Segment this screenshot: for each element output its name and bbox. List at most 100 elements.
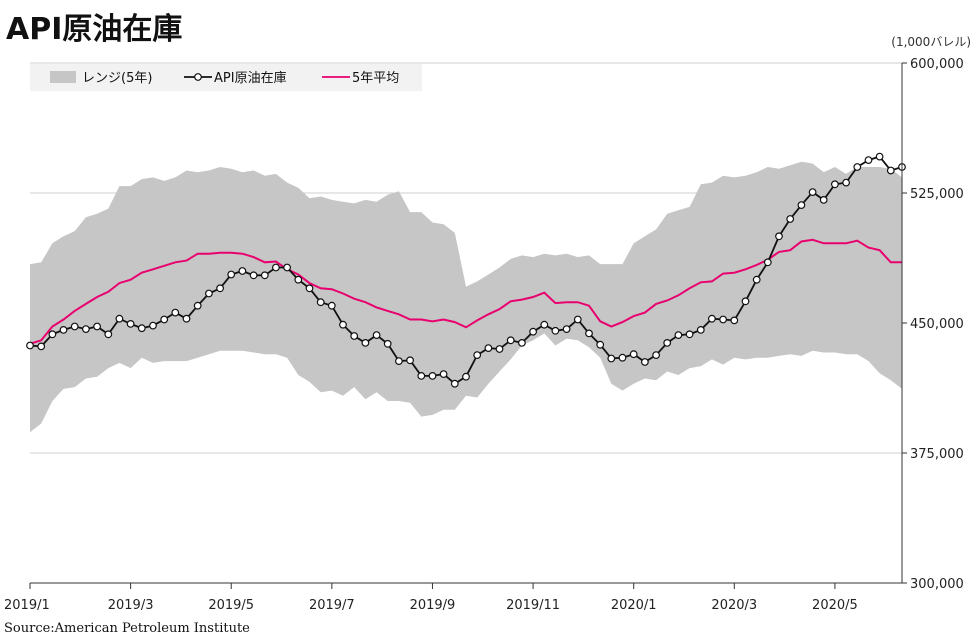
legend-range-swatch xyxy=(50,71,76,83)
api-inventory-point xyxy=(417,372,426,380)
api-inventory-point xyxy=(763,258,772,267)
legend-avg-label: 5年平均 xyxy=(352,71,399,86)
api-inventory-point xyxy=(506,336,515,345)
api-inventory-point xyxy=(708,314,716,323)
api-inventory-point xyxy=(260,271,269,280)
api-inventory-point xyxy=(529,327,537,336)
api-inventory-point xyxy=(641,358,649,366)
legend-range-label: レンジ(5年) xyxy=(82,71,152,86)
api-inventory-point xyxy=(439,370,448,379)
legend-background xyxy=(30,64,422,91)
api-inventory-point xyxy=(629,350,638,359)
x-tick-label: 2020/5 xyxy=(812,598,858,613)
api-inventory-point xyxy=(149,321,157,330)
api-inventory-point xyxy=(562,325,571,334)
api-inventory-point xyxy=(495,345,504,353)
api-inventory-point xyxy=(808,188,817,197)
api-inventory-point xyxy=(406,356,415,365)
api-inventory-point xyxy=(249,271,258,280)
api-inventory-point xyxy=(831,180,839,189)
x-tick-label: 2019/9 xyxy=(410,598,456,613)
api-inventory-point xyxy=(752,275,761,284)
chart-title: API原油在庫 xyxy=(6,12,183,47)
api-inventory-point xyxy=(450,379,459,388)
api-inventory-point xyxy=(819,195,828,204)
y-tick-label: 525,000 xyxy=(910,187,964,202)
y-tick-label: 375,000 xyxy=(910,447,964,462)
api-inventory-point xyxy=(126,320,135,328)
x-tick-label: 2019/7 xyxy=(309,598,355,613)
api-inventory-point xyxy=(875,152,884,161)
api-inventory-point xyxy=(484,344,493,353)
api-inventory-point xyxy=(305,284,314,293)
api-inventory-point xyxy=(350,332,359,340)
api-inventory-point xyxy=(786,215,795,223)
x-tick-label: 2019/3 xyxy=(108,598,154,613)
api-inventory-point xyxy=(160,315,169,324)
api-inventory-point xyxy=(462,372,470,381)
api-inventory-point xyxy=(227,270,236,279)
api-inventory-point xyxy=(719,315,727,324)
y-tick-label: 450,000 xyxy=(910,317,964,332)
api-inventory-point xyxy=(663,339,672,347)
api-inventory-point xyxy=(741,297,750,306)
api-inventory-layer xyxy=(26,152,906,388)
api-inventory-point xyxy=(551,326,560,335)
api-inventory-point xyxy=(518,339,526,347)
range-band-layer xyxy=(30,161,902,433)
x-tick-label: 2019/1 xyxy=(4,598,50,613)
api-inventory-point xyxy=(685,330,694,339)
api-inventory-point xyxy=(585,329,593,338)
x-tick-label: 2020/3 xyxy=(711,598,757,613)
api-inventory-point xyxy=(238,267,247,275)
api-inventory-point xyxy=(216,284,225,293)
api-inventory-point xyxy=(652,351,660,360)
api-inventory-point xyxy=(182,314,191,323)
api-inventory-point xyxy=(473,351,482,360)
api-inventory-point xyxy=(383,339,392,348)
axes: 300,000 375,000 450,000 525,000 600,000 2019/… xyxy=(4,57,964,613)
api-inventory-point xyxy=(339,320,347,329)
api-inventory-point xyxy=(316,298,325,307)
api-inventory-point xyxy=(115,314,124,323)
legend-actual-marker xyxy=(194,73,202,81)
api-inventory-point xyxy=(842,178,850,187)
api-inventory-point xyxy=(26,341,34,350)
api-inventory-point xyxy=(540,320,549,329)
unit-label: (1,000バレル) xyxy=(891,35,971,49)
x-tick-label: 2019/11 xyxy=(506,598,560,613)
api-inventory-point xyxy=(618,353,627,362)
api-inventory-point xyxy=(797,201,806,210)
api-inventory-point xyxy=(730,316,739,325)
five-year-average-line xyxy=(29,238,902,345)
api-inventory-point xyxy=(171,308,180,317)
api-inventory-point xyxy=(372,331,381,340)
api-inventory-point xyxy=(93,322,101,331)
y-tick-label: 300,000 xyxy=(910,577,964,592)
api-inventory-point xyxy=(204,289,213,298)
api-inventory-point xyxy=(853,163,862,171)
api-inventory-point xyxy=(696,326,705,334)
api-inventory-point xyxy=(283,263,292,272)
api-inventory-point xyxy=(775,232,783,241)
api-inventory-point xyxy=(596,340,605,349)
api-inventory-point xyxy=(294,275,303,284)
api-inventory-point xyxy=(48,330,57,339)
api-inventory-point xyxy=(428,372,437,380)
x-tick-label: 2020/1 xyxy=(611,598,657,613)
api-inventory-point xyxy=(573,315,582,324)
source-note: Source:American Petroleum Institute xyxy=(4,621,250,636)
api-inventory-point xyxy=(864,156,873,165)
five-year-average-layer xyxy=(29,238,902,345)
api-inventory-point xyxy=(37,342,46,351)
legend: レンジ(5年) API原油在庫 5年平均 xyxy=(30,64,422,91)
api-inventory-point xyxy=(81,325,90,334)
range-band xyxy=(30,161,902,433)
api-inventory-point xyxy=(70,322,79,331)
api-inventory-point xyxy=(327,301,336,310)
api-inventory-point xyxy=(272,263,280,272)
api-inventory-point xyxy=(59,326,68,334)
x-tick-label: 2019/5 xyxy=(208,598,254,613)
api-inventory-point xyxy=(137,324,146,333)
